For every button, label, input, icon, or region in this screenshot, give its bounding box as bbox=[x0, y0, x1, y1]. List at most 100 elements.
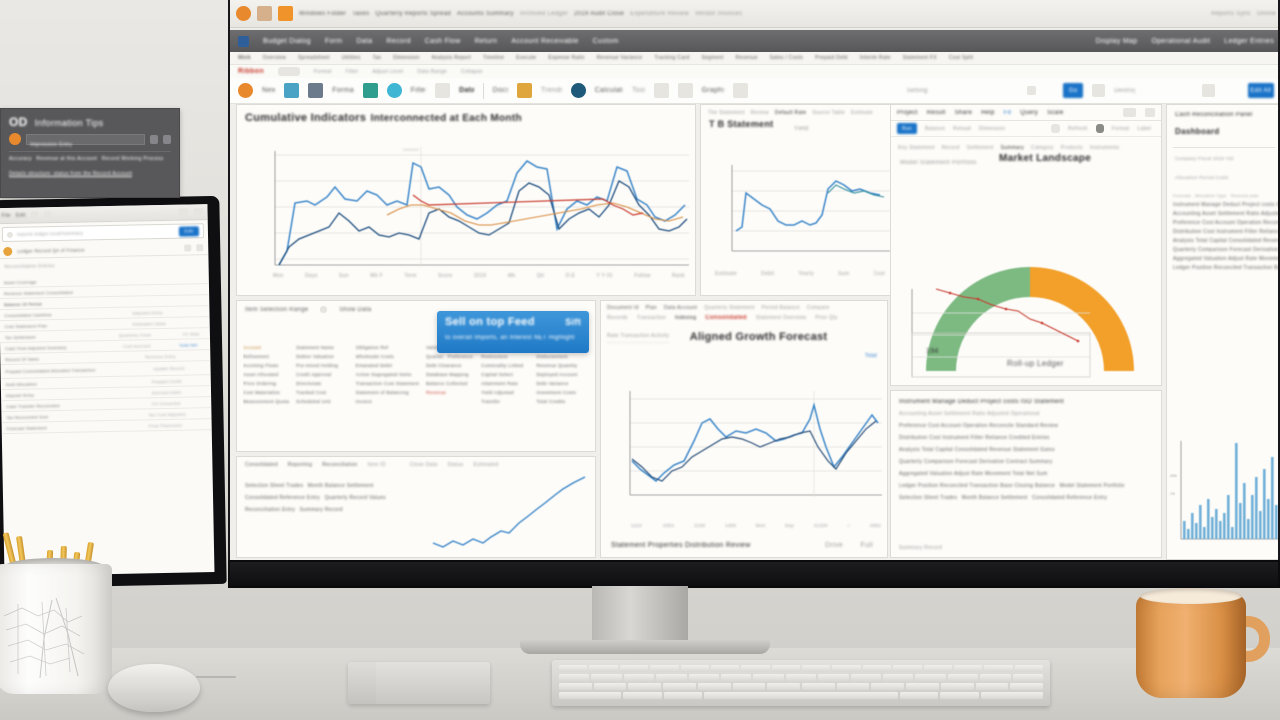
apple-keyboard[interactable] bbox=[552, 660, 1050, 706]
sec-4[interactable]: Tax bbox=[372, 55, 382, 61]
destroy-button[interactable]: Destroy bbox=[1114, 87, 1134, 94]
sec-18[interactable]: Cost Split bbox=[948, 55, 974, 61]
orange-app-icon[interactable] bbox=[236, 6, 251, 21]
tb-header-4[interactable]: Estimate bbox=[851, 110, 873, 116]
lp-grid-icon[interactable] bbox=[196, 244, 204, 252]
table-toolbar-mid[interactable]: Show Data bbox=[339, 306, 372, 313]
tb-header-1[interactable]: Review bbox=[750, 110, 769, 116]
sec-15[interactable]: Prepaid Debt bbox=[815, 55, 848, 61]
topbar-item-3[interactable]: Accounts Summary bbox=[456, 10, 514, 17]
bl-2[interactable]: Consolidated Reference Entry bbox=[245, 495, 321, 501]
menu-1[interactable]: Form bbox=[324, 37, 343, 45]
refresh-icon[interactable] bbox=[1051, 124, 1061, 133]
menu-right-2[interactable]: Ledger Entries bbox=[1224, 37, 1274, 45]
topbar-item-7[interactable]: Vendor Invoices bbox=[694, 10, 743, 17]
calendar-icon[interactable] bbox=[308, 83, 324, 98]
toolbar-label-5[interactable]: Trends bbox=[540, 87, 562, 94]
ag-sub-1[interactable]: Transaction bbox=[636, 315, 666, 321]
ag-sub-3[interactable]: Consolidated bbox=[705, 315, 747, 321]
lp-list-icon[interactable] bbox=[184, 244, 192, 252]
tooltip-copy-icon[interactable] bbox=[150, 134, 158, 144]
table-icon[interactable] bbox=[435, 83, 451, 98]
menu-4[interactable]: Cash Flow bbox=[424, 37, 461, 45]
lp-tab-icon[interactable] bbox=[178, 208, 189, 216]
sec-16[interactable]: Interim Rate bbox=[859, 55, 891, 61]
topbar-item-0[interactable]: Windows Folder bbox=[299, 10, 347, 17]
shield-icon[interactable] bbox=[570, 83, 586, 98]
gauge-sub-5[interactable]: Label bbox=[1137, 125, 1152, 132]
menu-3[interactable]: Record bbox=[386, 37, 411, 45]
menu-0[interactable]: Budget Dialog bbox=[263, 37, 311, 45]
gauge-tool-4[interactable]: Fit bbox=[1003, 109, 1012, 116]
ag-tool-4[interactable]: Period Balance bbox=[761, 305, 800, 311]
sec-12[interactable]: Segment bbox=[701, 55, 724, 61]
info-callout[interactable]: Sell on top Feed Sift to overall Imports… bbox=[437, 311, 589, 353]
ag-tool-1[interactable]: Plan bbox=[645, 305, 657, 311]
menu-5[interactable]: Return bbox=[474, 37, 498, 45]
new-doc-icon[interactable] bbox=[284, 83, 300, 98]
bc-5[interactable]: Products bbox=[1060, 145, 1083, 151]
ribbon-5[interactable]: Collapse bbox=[461, 68, 483, 75]
toolbar-label-1[interactable]: Format bbox=[332, 87, 354, 94]
th-2[interactable]: Obligation Ref bbox=[355, 345, 389, 350]
tb-header-0[interactable]: The Statement bbox=[708, 110, 745, 116]
run-button[interactable]: Run bbox=[897, 123, 917, 134]
tb-header-2[interactable]: Default Rate bbox=[774, 110, 807, 116]
sec-7[interactable]: Timeline bbox=[483, 55, 505, 61]
tb-header-3[interactable]: Source Table bbox=[812, 110, 846, 116]
bb-6[interactable]: Estimated bbox=[473, 462, 499, 468]
ag-tool-5[interactable]: Compare bbox=[806, 305, 830, 311]
topbar-item-2[interactable]: Quarterly Reports Spread bbox=[375, 10, 451, 17]
tan-app-icon[interactable] bbox=[257, 6, 272, 21]
panel-menu-icon[interactable] bbox=[1145, 108, 1155, 117]
topbar-item-5[interactable]: 2019 Audit Close bbox=[574, 10, 625, 17]
export-icon[interactable] bbox=[732, 83, 748, 98]
menu-6[interactable]: Account Receivable bbox=[511, 37, 579, 45]
lp-menu-1[interactable]: Edit bbox=[15, 212, 26, 219]
gauge-sub-0[interactable]: Balance bbox=[925, 125, 946, 132]
gauge-tool-6[interactable]: Scale bbox=[1047, 109, 1064, 116]
bb-1[interactable]: Reporting bbox=[287, 462, 313, 468]
laptop-urlbar[interactable]: reports.ledger.local/summary Edit bbox=[1, 223, 205, 243]
apple-mouse[interactable] bbox=[108, 664, 200, 712]
more-icon[interactable] bbox=[1027, 86, 1037, 95]
th-0[interactable]: Account bbox=[243, 345, 262, 350]
toolbar-label-0[interactable]: New bbox=[262, 87, 275, 94]
lp-new-icon[interactable] bbox=[193, 208, 204, 216]
search-input[interactable]: Settings bbox=[906, 87, 928, 94]
bc-4[interactable]: Category bbox=[1031, 145, 1054, 151]
flag-icon[interactable] bbox=[1095, 124, 1104, 133]
lp-url-value[interactable]: reports.ledger.local/summary bbox=[16, 230, 84, 237]
gauge-sub-3[interactable]: Refresh bbox=[1068, 125, 1088, 132]
gauge-sub-4[interactable]: Format bbox=[1111, 125, 1130, 132]
lp-account-row[interactable]: Ledger Record Q4 of Finance bbox=[0, 241, 209, 260]
lp-edit-button[interactable]: Edit bbox=[178, 225, 200, 237]
menu-2[interactable]: Data bbox=[356, 37, 373, 45]
bb-5[interactable]: Status bbox=[447, 462, 464, 468]
bl-4[interactable]: Reconciliation Entry bbox=[245, 507, 296, 513]
ag-tool-0[interactable]: Document Id bbox=[607, 305, 639, 311]
toolbar-label-6[interactable]: Calculate bbox=[594, 87, 623, 94]
gauge-sub-2[interactable]: Dimension bbox=[978, 125, 1006, 132]
menu-7[interactable]: Custom bbox=[592, 37, 619, 45]
lp-fwd-icon[interactable] bbox=[43, 211, 52, 219]
sec-17[interactable]: Statement FX bbox=[902, 55, 937, 61]
ribbon-2[interactable]: Filter bbox=[345, 68, 359, 75]
ag-sub-2[interactable]: Indexing bbox=[674, 315, 697, 321]
table-toolbar-left[interactable]: Item Selection Range bbox=[245, 306, 309, 313]
chart-icon[interactable] bbox=[362, 83, 378, 98]
globe-icon[interactable] bbox=[516, 83, 532, 98]
bl-0[interactable]: Selection Sheet Trades bbox=[245, 483, 304, 489]
bc-2[interactable]: Settlement bbox=[966, 145, 994, 151]
tooltip-input[interactable]: Impression Entry bbox=[26, 133, 145, 148]
sec-8[interactable]: Execute bbox=[516, 55, 537, 61]
toolbar-label-4[interactable]: Docs bbox=[492, 87, 508, 94]
page-icon[interactable] bbox=[386, 83, 402, 98]
go-button[interactable]: Go bbox=[1063, 83, 1084, 98]
filter-icon[interactable] bbox=[320, 306, 328, 313]
sec-10[interactable]: Revenue Variance bbox=[596, 55, 643, 61]
settings-icon[interactable] bbox=[653, 83, 669, 98]
sec-14[interactable]: Sales / Costs bbox=[769, 55, 804, 61]
topbar-right-1[interactable]: Online bbox=[1256, 10, 1276, 17]
bb-0[interactable]: Consolidated bbox=[245, 462, 278, 468]
